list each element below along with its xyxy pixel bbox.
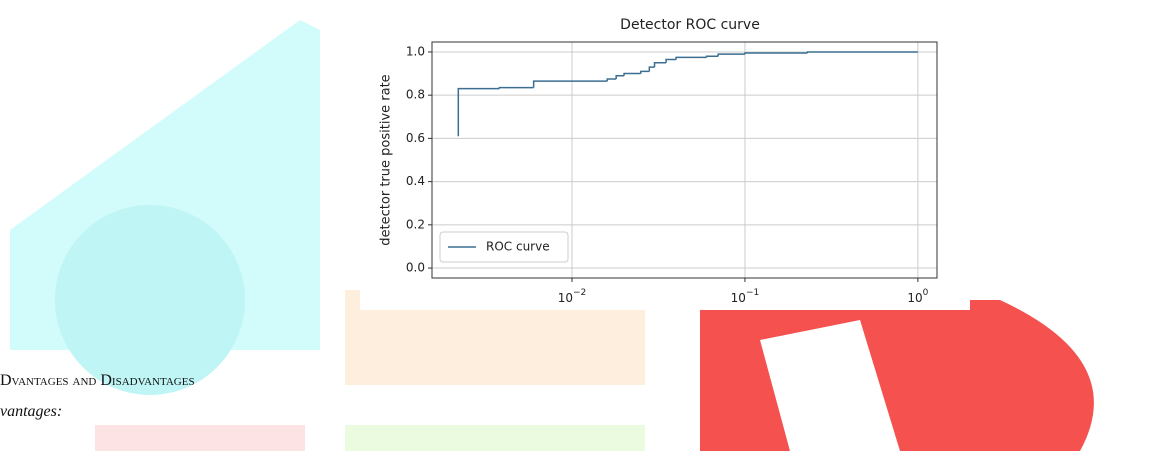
section-heading: Dvantages and Disadvantages <box>0 372 195 390</box>
y-tick-label: 0.8 <box>406 88 425 102</box>
x-tick-exponent: 0 <box>923 288 929 298</box>
watermark-cloud <box>55 205 245 395</box>
x-tick-exponent: −2 <box>573 288 586 298</box>
y-tick-label: 0.0 <box>406 261 425 275</box>
subheading: vantages: <box>0 403 62 421</box>
y-tick-label: 0.6 <box>406 131 425 145</box>
y-tick-label: 0.2 <box>406 217 425 231</box>
watermark-green <box>345 425 645 451</box>
watermark-red <box>700 300 1094 451</box>
page: Dvantages and Disadvantages vantages: De… <box>0 0 1170 451</box>
x-tick-base: 10 <box>731 291 746 305</box>
x-tick-exponent: −1 <box>746 288 759 298</box>
y-tick-label: 0.4 <box>406 174 425 188</box>
x-tick-base: 10 <box>907 291 922 305</box>
chart-title: Detector ROC curve <box>620 17 760 33</box>
y-tick-label: 1.0 <box>406 44 425 58</box>
chart: Detector ROC curve detector true positiv… <box>360 5 970 310</box>
x-tick-base: 10 <box>558 291 573 305</box>
watermark-pink <box>95 425 305 451</box>
legend-label: ROC curve <box>486 240 550 254</box>
y-axis-label: detector true positive rate <box>379 74 394 245</box>
chart-background <box>360 5 970 310</box>
